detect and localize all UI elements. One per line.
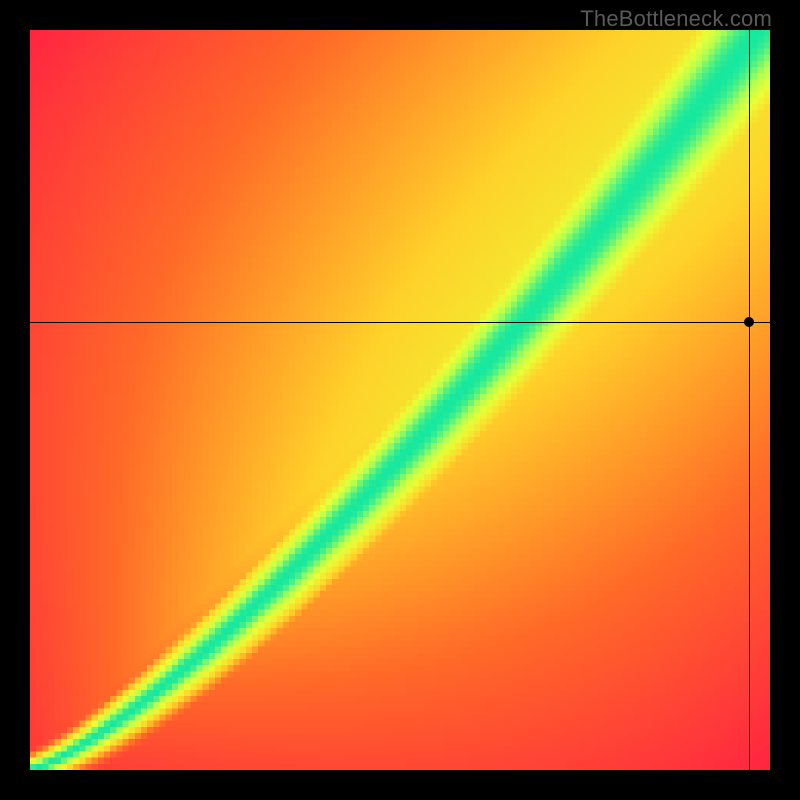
crosshair-vertical xyxy=(749,30,750,770)
heatmap-canvas xyxy=(30,30,770,770)
watermark-text: TheBottleneck.com xyxy=(580,6,772,32)
crosshair-horizontal xyxy=(30,322,770,323)
plot-area xyxy=(30,30,770,770)
chart-container: TheBottleneck.com xyxy=(0,0,800,800)
crosshair-dot xyxy=(744,317,754,327)
